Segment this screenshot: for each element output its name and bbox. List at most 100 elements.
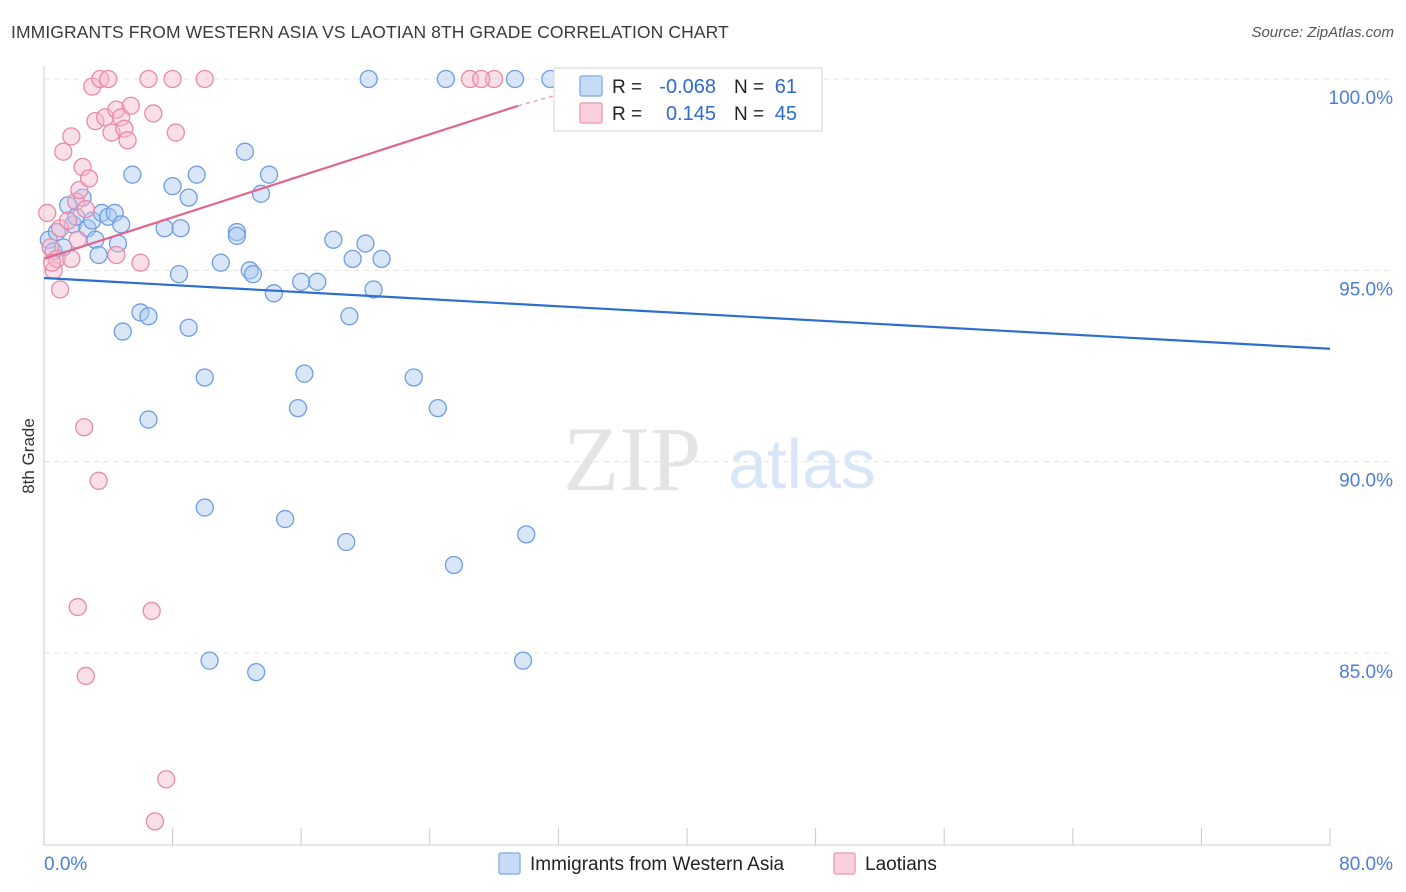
western-asia-point-40[interactable] [340, 307, 359, 326]
western-asia-point-37[interactable] [264, 284, 284, 303]
western-asia-point-38[interactable] [308, 272, 327, 291]
laotians-point-30[interactable] [75, 418, 94, 437]
grid-lines [44, 78, 1392, 654]
western-asia-point-46[interactable] [113, 322, 132, 341]
stats-box: R = -0.068 N = 61 R = 0.145 N = 45 [553, 67, 823, 132]
legend-pink-swatch[interactable] [833, 852, 856, 875]
western-asia-point-17[interactable] [123, 165, 142, 184]
stats-pink-swatch [579, 102, 603, 124]
laotians-point-41[interactable] [484, 69, 504, 89]
western-asia-point-54[interactable] [444, 555, 464, 575]
western-asia-point-34[interactable] [292, 272, 311, 291]
western-asia-point-16[interactable] [112, 215, 131, 234]
western-asia-point-53[interactable] [428, 398, 447, 418]
stats-pink-n-value: 45 [775, 103, 797, 125]
western-asia-point-59[interactable] [359, 69, 378, 89]
western-asia-point-49[interactable] [195, 498, 214, 517]
laotians-point-23[interactable] [121, 96, 140, 115]
western-asia-point-26[interactable] [195, 368, 214, 387]
western-asia-point-58[interactable] [247, 662, 266, 682]
laotians-point-5[interactable] [54, 142, 73, 161]
axes [43, 66, 1331, 846]
watermark-zip: ZIP [563, 408, 701, 510]
laotians-point-34[interactable] [76, 666, 95, 686]
western-asia-point-55[interactable] [517, 525, 536, 544]
y-axis-label: 8th Grade [19, 418, 38, 494]
stats-blue-n-label: N = [734, 77, 764, 98]
legend-blue-label[interactable]: Immigrants from Western Asia [530, 854, 785, 875]
western-asia-point-27[interactable] [211, 253, 230, 272]
western-asia-point-51[interactable] [337, 532, 356, 552]
western-asia-point-31[interactable] [243, 265, 263, 284]
western-asia-point-42[interactable] [356, 234, 375, 253]
laotians-point-33[interactable] [142, 601, 161, 621]
legend-blue-swatch[interactable] [498, 852, 521, 875]
laotians-point-22[interactable] [118, 131, 137, 150]
laotians-point-24[interactable] [131, 253, 150, 272]
laotians-point-21[interactable] [115, 119, 134, 138]
series-laotians-points [38, 69, 504, 831]
stats-pink-r-label: R = [612, 104, 642, 125]
western-asia-point-50[interactable] [275, 509, 295, 529]
western-asia-point-19[interactable] [139, 410, 158, 429]
laotians-point-36[interactable] [145, 812, 165, 831]
stats-pink-n-label: N = [734, 104, 764, 125]
western-asia-point-57[interactable] [200, 651, 219, 670]
western-asia-point-56[interactable] [513, 651, 533, 670]
laotians-point-43[interactable] [472, 69, 491, 89]
western-asia-point-23[interactable] [179, 188, 198, 207]
western-asia-point-47[interactable] [179, 318, 198, 337]
western-asia-point-11[interactable] [89, 245, 108, 265]
laotians-point-7[interactable] [62, 127, 81, 146]
laotians-point-44[interactable] [107, 245, 126, 265]
western-asia-point-29[interactable] [235, 142, 255, 161]
laotians-point-37[interactable] [50, 280, 70, 299]
western-asia-point-52[interactable] [404, 368, 423, 387]
x-tick-labels: 0.0% 80.0% [44, 854, 1393, 875]
western-asia-point-14[interactable] [105, 203, 124, 223]
laotians-point-32[interactable] [68, 597, 87, 617]
y-tick-labels: 100.0% 95.0% 90.0% 85.0% [1329, 88, 1394, 683]
laotians-point-12[interactable] [79, 169, 99, 188]
stats-blue-n-value: 61 [775, 76, 797, 98]
western-asia-point-33[interactable] [259, 165, 279, 184]
laotians-point-10[interactable] [73, 157, 92, 177]
series-western-asia-points [39, 69, 713, 682]
laotians-point-25[interactable] [139, 69, 158, 89]
y-tick-label-1: 95.0% [1339, 279, 1393, 300]
western-asia-point-60[interactable] [436, 69, 456, 89]
laotians-point-14[interactable] [86, 111, 105, 131]
western-asia-point-25[interactable] [169, 265, 189, 284]
western-asia-point-36[interactable] [288, 398, 308, 418]
watermark: ZIP atlas [563, 408, 876, 510]
laotians-point-26[interactable] [144, 104, 163, 123]
western-asia-point-24[interactable] [187, 165, 206, 184]
western-asia-point-35[interactable] [295, 364, 314, 383]
laotians-point-17[interactable] [99, 69, 118, 89]
western-asia-point-41[interactable] [343, 249, 362, 269]
western-asia-point-39[interactable] [324, 230, 343, 249]
western-asia-point-22[interactable] [171, 219, 190, 238]
laotians-point-11[interactable] [76, 199, 95, 219]
laotians-point-35[interactable] [157, 770, 176, 789]
laotians-point-0[interactable] [38, 203, 57, 223]
laotians-point-6[interactable] [58, 211, 78, 230]
x-tick-label-min: 0.0% [44, 854, 87, 875]
y-tick-label-3: 85.0% [1339, 662, 1393, 683]
laotians-point-27[interactable] [163, 69, 182, 89]
western-asia-point-61[interactable] [505, 69, 525, 89]
watermark-atlas: atlas [728, 425, 876, 503]
chart-title: IMMIGRANTS FROM WESTERN ASIA VS LAOTIAN … [11, 22, 729, 42]
western-asia-point-21[interactable] [163, 176, 182, 196]
laotians-point-31[interactable] [89, 471, 108, 490]
legend-pink-label[interactable]: Laotians [865, 854, 937, 875]
western-asia-point-44[interactable] [372, 249, 391, 269]
stats-pink-r-value: 0.145 [666, 103, 716, 125]
laotians-point-8[interactable] [67, 192, 86, 211]
laotians-point-28[interactable] [166, 123, 185, 142]
laotians-point-29[interactable] [195, 69, 214, 89]
western-asia-point-45[interactable] [227, 226, 247, 246]
western-asia-point-48[interactable] [139, 307, 158, 326]
western-asia-point-43[interactable] [364, 280, 383, 299]
